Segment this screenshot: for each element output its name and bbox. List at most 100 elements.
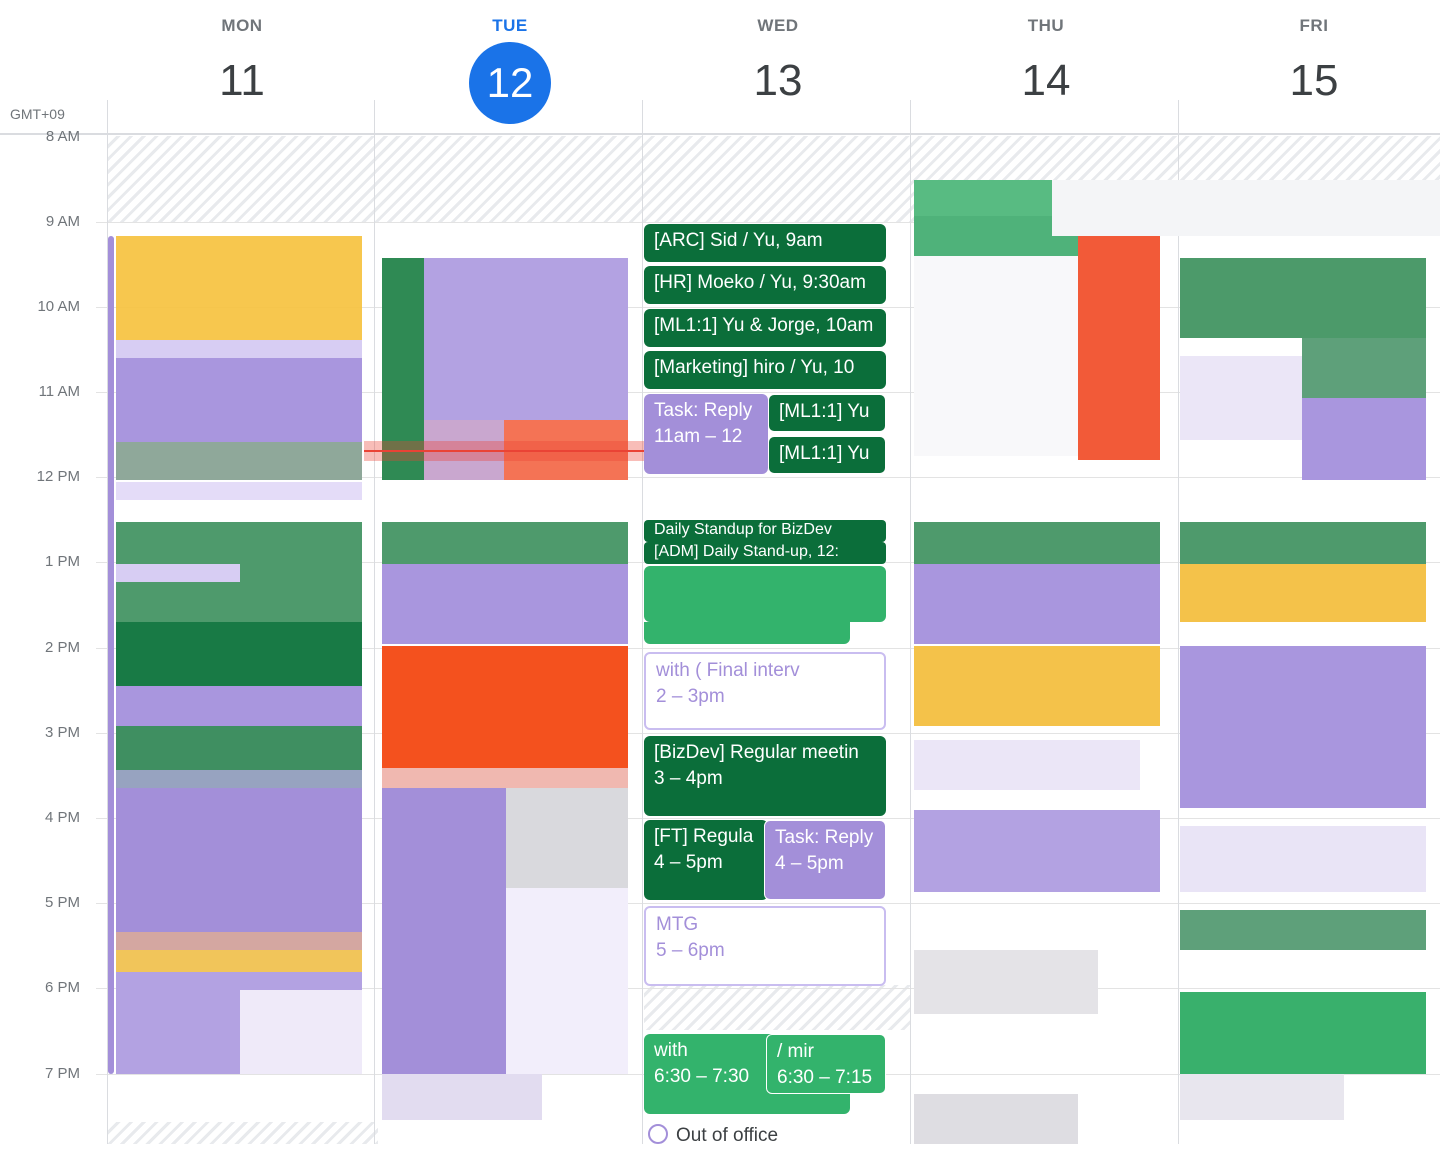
event-block[interactable] — [382, 258, 424, 480]
event-block[interactable] — [116, 482, 362, 500]
event-card[interactable]: [BizDev] Regular meetin 3 – 4pm — [644, 736, 886, 816]
event-block[interactable] — [1078, 236, 1160, 460]
event-block[interactable] — [116, 726, 362, 770]
event-card[interactable]: [ARC] Sid / Yu, 9am — [644, 224, 886, 262]
event-block[interactable] — [914, 522, 1160, 564]
event-title: [ARC] Sid / Yu, 9am — [654, 230, 823, 251]
event-block[interactable] — [116, 770, 362, 788]
day-date[interactable]: 15 — [1289, 56, 1339, 105]
hour-label: 12 PM — [36, 468, 80, 485]
event-card[interactable]: Daily Standup for BizDev — [644, 520, 886, 542]
event-block[interactable] — [1180, 258, 1426, 338]
timezone-label: GMT+09 — [10, 106, 65, 122]
day-date[interactable]: 14 — [1021, 56, 1071, 105]
event-block[interactable] — [1302, 338, 1426, 398]
hour-line — [96, 648, 1440, 649]
event-block[interactable] — [116, 950, 362, 972]
event-block[interactable] — [116, 358, 362, 442]
event-card[interactable]: MTG 5 – 6pm — [644, 906, 886, 986]
event-block[interactable] — [116, 788, 362, 932]
event-block[interactable] — [382, 768, 628, 788]
event-block[interactable] — [1180, 522, 1426, 564]
event-block[interactable] — [382, 564, 628, 644]
hour-label: 5 PM — [44, 894, 80, 911]
event-block[interactable] — [1180, 564, 1426, 622]
event-block[interactable] — [116, 686, 362, 726]
day-name: THU — [1027, 16, 1065, 35]
hour-label: 6 PM — [44, 979, 80, 996]
event-block[interactable] — [382, 646, 628, 768]
out-of-office-label: Out of office — [676, 1125, 779, 1146]
event-block[interactable] — [116, 442, 362, 480]
event-block[interactable] — [1180, 356, 1302, 440]
event-block[interactable] — [382, 1074, 542, 1120]
event-time: 6:30 – 7:15 — [777, 1067, 873, 1088]
day-date[interactable]: 11 — [219, 56, 265, 105]
event-time: 11am – 12 — [654, 426, 743, 447]
event-block[interactable] — [1180, 992, 1426, 1074]
event-title: [ADM] Daily Stand-up, 12: — [654, 543, 839, 560]
hour-line — [96, 392, 1440, 393]
event-block[interactable] — [914, 810, 1160, 892]
out-of-office-icon — [648, 1124, 668, 1144]
day-name: MON — [221, 16, 263, 35]
event-card[interactable]: [ML1:1] Yu — [768, 436, 886, 474]
event-block[interactable] — [914, 740, 1140, 790]
event-block[interactable] — [1180, 910, 1426, 950]
event-card[interactable]: [FT] Regula 4 – 5pm — [644, 820, 768, 900]
event-block[interactable] — [506, 788, 628, 888]
hour-label: 11 AM — [38, 383, 80, 400]
event-title: MTG — [656, 914, 699, 935]
hour-line — [96, 988, 1440, 989]
event-block[interactable] — [914, 646, 1160, 726]
event-block[interactable] — [240, 990, 362, 1074]
event-time: 3 – 4pm — [654, 768, 723, 789]
event-block[interactable] — [116, 932, 362, 950]
day-date[interactable]: 13 — [753, 56, 803, 105]
event-card[interactable]: [ADM] Daily Stand-up, 12: — [644, 542, 886, 564]
event-card[interactable]: [HR] Moeko / Yu, 9:30am — [644, 266, 886, 304]
event-title: [ML1:1] Yu — [779, 401, 870, 422]
hour-label: 8 AM — [45, 128, 80, 145]
event-block[interactable] — [644, 622, 850, 644]
event-block[interactable] — [382, 522, 628, 564]
event-card[interactable]: / mir 6:30 – 7:15 — [766, 1034, 886, 1094]
event-block[interactable] — [1052, 180, 1440, 236]
event-time: 5 – 6pm — [656, 940, 725, 961]
day-name: FRI — [1299, 16, 1329, 35]
event-card[interactable]: with ( Final interv 2 – 3pm — [644, 652, 886, 730]
event-block[interactable] — [914, 564, 1160, 644]
event-block[interactable] — [914, 950, 1098, 1014]
event-block[interactable] — [116, 622, 362, 686]
column-divider — [910, 100, 911, 1144]
column-divider — [107, 100, 108, 1144]
event-title: Daily Standup for BizDev — [654, 521, 832, 538]
event-block[interactable] — [424, 258, 628, 420]
event-card[interactable]: [Marketing] hiro / Yu, 10 — [644, 351, 886, 389]
event-card[interactable]: Task: Reply 4 – 5pm — [764, 820, 886, 900]
event-title: [HR] Moeko / Yu, 9:30am — [654, 272, 866, 293]
event-card[interactable]: [ML1:1] Yu & Jorge, 10am — [644, 309, 886, 347]
event-block[interactable] — [116, 340, 362, 358]
event-block[interactable] — [914, 256, 1078, 456]
event-block[interactable] — [1180, 826, 1426, 892]
column-divider — [642, 100, 643, 1144]
event-title: [ML1:1] Yu & Jorge, 10am — [654, 315, 874, 336]
out-of-office-event[interactable]: Out of office — [648, 1124, 778, 1147]
event-block[interactable] — [116, 564, 240, 582]
event-block[interactable] — [1180, 646, 1426, 808]
event-card[interactable]: Task: Reply 11am – 12 — [644, 394, 768, 474]
event-block[interactable] — [1302, 398, 1426, 480]
hour-line — [96, 818, 1440, 819]
event-card[interactable]: [ML1:1] Yu — [768, 394, 886, 432]
event-time: 4 – 5pm — [775, 853, 844, 874]
event-block[interactable] — [116, 236, 362, 340]
event-block[interactable] — [382, 788, 506, 1074]
event-block[interactable] — [914, 180, 1052, 216]
event-block[interactable] — [506, 888, 628, 1074]
event-block[interactable] — [914, 1094, 1078, 1144]
hour-line — [96, 477, 1440, 478]
event-block[interactable] — [644, 566, 886, 622]
today-date-circle[interactable]: 12 — [469, 42, 551, 124]
event-block[interactable] — [1180, 1074, 1344, 1120]
